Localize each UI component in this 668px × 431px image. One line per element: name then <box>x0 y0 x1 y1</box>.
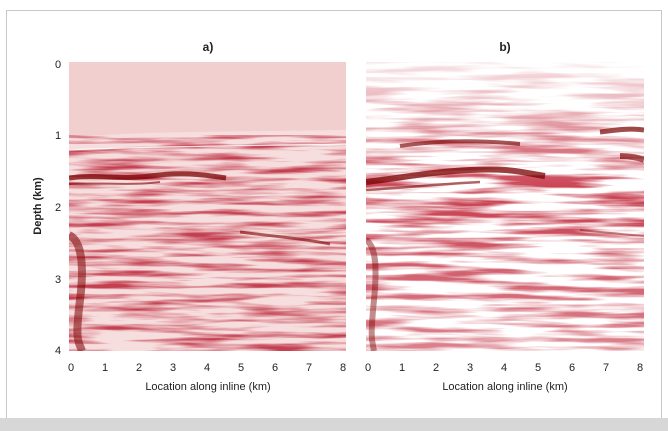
y-tick-label: 3 <box>55 274 61 286</box>
x-tick-label: 4 <box>501 362 507 374</box>
panel-b-x-axis-label: Location along inline (km) <box>442 381 567 393</box>
x-tick-label: 3 <box>170 362 176 374</box>
x-tick-label: 2 <box>433 362 439 374</box>
x-tick-label: 6 <box>272 362 278 374</box>
x-tick-label: 7 <box>603 362 609 374</box>
x-tick-label: 7 <box>306 362 312 374</box>
y-axis-label: Depth (km) <box>32 177 44 235</box>
x-tick-label: 1 <box>399 362 405 374</box>
y-tick-label: 0 <box>55 59 61 71</box>
x-tick-label: 5 <box>238 362 244 374</box>
x-tick-label: 1 <box>102 362 108 374</box>
page-footer-bar <box>0 418 668 431</box>
panel-b-image <box>366 62 644 351</box>
x-tick-label: 0 <box>68 362 74 374</box>
panel-b-x-ticks: 0 1 2 3 4 5 6 7 8 <box>365 362 643 374</box>
x-tick-label: 6 <box>569 362 575 374</box>
x-tick-label: 5 <box>535 362 541 374</box>
panel-a-seismic-texture <box>69 135 346 351</box>
panel-a-x-ticks: 0 1 2 3 4 5 6 7 8 <box>68 362 346 374</box>
panel-a-title: a) <box>203 40 214 54</box>
panel-a-image <box>69 62 346 351</box>
y-tick-label: 4 <box>55 345 61 357</box>
y-ticks: 0 1 2 3 4 <box>55 59 61 357</box>
x-tick-label: 3 <box>467 362 473 374</box>
x-tick-label: 4 <box>204 362 210 374</box>
y-tick-label: 1 <box>55 130 61 142</box>
y-tick-label: 2 <box>55 202 61 214</box>
panel-b-title: b) <box>499 40 510 54</box>
panel-a-x-axis-label: Location along inline (km) <box>145 381 270 393</box>
x-tick-label: 2 <box>136 362 142 374</box>
x-tick-label: 8 <box>637 362 643 374</box>
x-tick-label: 8 <box>340 362 346 374</box>
x-tick-label: 0 <box>365 362 371 374</box>
